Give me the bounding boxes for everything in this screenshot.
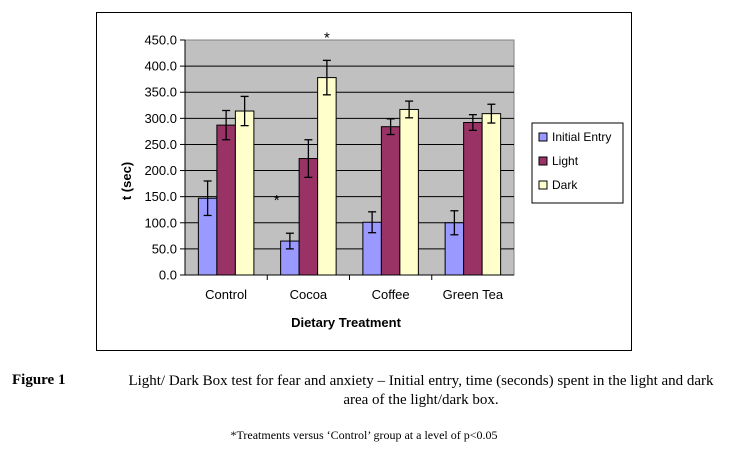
legend-label: Dark <box>552 178 578 192</box>
figure-label: Figure 1 <box>12 372 66 388</box>
chart-frame: t (sec) Dietary Treatment 0.0 50.0 100.0 15… <box>96 12 632 351</box>
bar-dark <box>317 77 337 276</box>
y-tick-label: 0.0 <box>159 268 177 283</box>
bar-light <box>380 126 401 276</box>
bar-light <box>216 124 236 276</box>
bar-dark <box>234 110 255 276</box>
legend-swatch <box>538 132 548 142</box>
bar-chart: t (sec) Dietary Treatment 0.0 50.0 100.0 15… <box>119 29 624 330</box>
legend-swatch <box>538 180 548 190</box>
y-tick-label: 450.0 <box>144 33 177 48</box>
y-tick-label: 400.0 <box>144 59 177 74</box>
significance-marker: * <box>274 192 280 209</box>
y-tick-label: 100.0 <box>144 215 177 230</box>
y-tick-label: 250.0 <box>144 137 177 152</box>
bar-light <box>463 122 483 276</box>
significance-footnote: *Treatments versus ‘Control’ group at a … <box>230 428 498 442</box>
y-tick-label: 150.0 <box>144 189 177 204</box>
bar-dark <box>399 108 419 276</box>
y-tick-label: 50.0 <box>152 241 177 256</box>
x-tick-label: Cocoa <box>290 287 328 302</box>
significance-marker: * <box>324 29 330 46</box>
x-tick-label: Control <box>205 287 247 302</box>
x-tick-label: Coffee <box>372 287 410 302</box>
x-axis-title: Dietary Treatment <box>291 315 401 330</box>
x-tick-label: Green Tea <box>443 287 504 302</box>
y-tick-label: 350.0 <box>144 85 177 100</box>
legend-label: Initial Entry <box>552 130 611 144</box>
y-tick-label: 200.0 <box>144 163 177 178</box>
legend-swatch <box>538 156 548 166</box>
legend-label: Light <box>552 154 579 168</box>
y-axis-title: t (sec) <box>119 162 134 200</box>
figure-caption: Light/ Dark Box test for fear and anxiet… <box>128 373 714 408</box>
y-tick-label: 300.0 <box>144 111 177 126</box>
bar-dark <box>481 113 502 276</box>
